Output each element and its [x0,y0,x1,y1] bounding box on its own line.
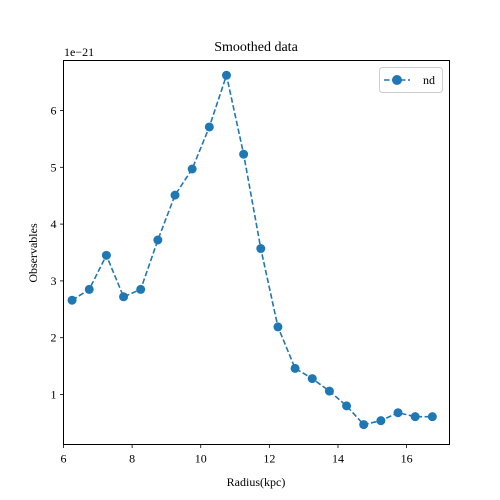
y-axis-ticks: 1 2 3 4 5 6 [51,103,64,402]
y-tick-label: 1 [51,388,57,402]
series-layer [67,70,437,430]
x-axis-label: Radius(kpc) [227,475,286,489]
x-tick-label: 16 [401,452,413,466]
y-tick-label: 2 [51,331,57,345]
x-tick-label: 8 [129,452,135,466]
data-point [376,416,386,426]
plot-frame [63,60,450,445]
data-point [410,412,420,422]
data-point [221,70,231,80]
data-point [204,122,214,132]
x-axis-ticks: 6 8 10 12 14 16 [61,444,413,466]
data-point [256,244,266,254]
data-point [324,386,334,396]
chart-title: Smoothed data [214,40,298,55]
x-tick-label: 10 [195,452,207,466]
legend-marker [392,75,402,85]
data-point [342,401,352,411]
data-point [136,284,146,294]
y-tick-label: 3 [51,274,57,288]
data-point [119,292,129,302]
data-point [359,420,369,430]
data-point [153,235,163,245]
y-axis-label: Observables [26,223,40,283]
y-tick-label: 4 [51,217,57,231]
data-point [170,190,180,200]
y-tick-label: 6 [51,103,57,117]
x-tick-label: 12 [263,452,275,466]
data-point [307,374,317,384]
x-tick-label: 6 [61,452,67,466]
series-line [71,72,433,426]
x-tick-label: 14 [332,452,344,466]
data-point [273,322,283,332]
data-point [101,250,111,260]
data-point [393,408,403,418]
legend-box [379,67,443,93]
data-point [67,295,77,305]
data-point [427,412,437,422]
data-point [239,149,249,159]
data-point [290,363,300,373]
legend: nd [379,67,443,93]
data-point [84,284,94,294]
y-axis-offset-label: 1e−21 [64,45,94,59]
y-tick-label: 5 [51,160,57,174]
data-point [187,164,197,174]
legend-label: nd [423,73,435,87]
